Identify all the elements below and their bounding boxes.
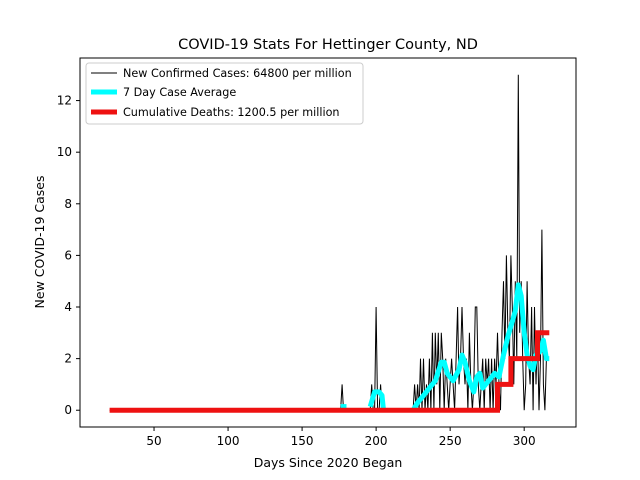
series-7day-average-line xyxy=(410,282,550,412)
y-tick-label: 6 xyxy=(64,248,72,262)
y-tick-label: 0 xyxy=(64,403,72,417)
series-7day-average-line xyxy=(367,389,386,411)
legend-label-7day-average: 7 Day Case Average xyxy=(123,86,236,99)
series-cumulative-deaths-line xyxy=(109,330,550,413)
y-axis-label: New COVID-19 Cases xyxy=(32,176,47,309)
y-tick-label: 4 xyxy=(64,300,72,314)
y-tick-label: 2 xyxy=(64,352,72,366)
x-tick-label: 200 xyxy=(365,434,388,448)
plot-frame xyxy=(79,57,577,428)
legend: New Confirmed Cases: 64800 per million 7… xyxy=(85,62,364,125)
x-tick-label: 300 xyxy=(513,434,536,448)
x-tick-label: 50 xyxy=(146,434,161,448)
legend-label-new-cases: New Confirmed Cases: 64800 per million xyxy=(123,67,352,80)
x-tick-label: 250 xyxy=(439,434,462,448)
chart-title: COVID-19 Stats For Hettinger County, ND xyxy=(178,37,478,53)
y-tick-label: 8 xyxy=(64,197,72,211)
x-tick-label: 100 xyxy=(217,434,240,448)
axis-layer: 50 100 150 200 250 300 0 2 4 6 8 10 12 xyxy=(57,94,536,448)
y-tick-label: 10 xyxy=(57,145,72,159)
y-tick-label: 12 xyxy=(57,94,72,108)
series-layer xyxy=(109,74,550,413)
legend-label-cumulative-deaths: Cumulative Deaths: 1200.5 per million xyxy=(123,106,340,119)
x-tick-label: 150 xyxy=(291,434,314,448)
legend-box xyxy=(85,62,364,125)
series-new-cases-line xyxy=(109,74,548,411)
x-axis-label: Days Since 2020 Began xyxy=(254,455,403,470)
